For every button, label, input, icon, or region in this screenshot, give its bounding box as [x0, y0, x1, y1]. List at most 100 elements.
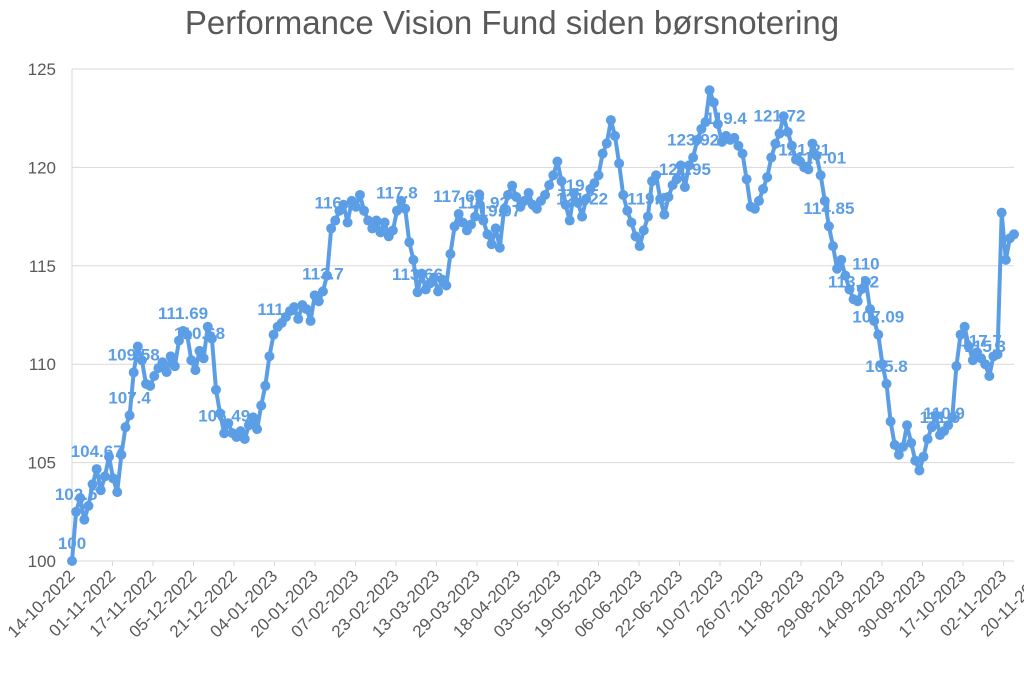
- data-point: [322, 270, 333, 281]
- data-point: [556, 176, 567, 187]
- data-point: [87, 479, 98, 490]
- data-point: [688, 152, 699, 163]
- data-point: [774, 128, 785, 139]
- data-point: [626, 217, 637, 228]
- data-point: [404, 237, 415, 248]
- data-point: [531, 203, 542, 214]
- data-point: [223, 418, 234, 429]
- data-point: [733, 140, 744, 151]
- data-point: [996, 207, 1007, 218]
- data-point: [700, 117, 711, 128]
- data-point: [379, 217, 390, 228]
- data-point: [618, 189, 629, 200]
- data-point: [910, 455, 921, 466]
- data-point: [104, 451, 115, 462]
- data-point: [478, 215, 489, 226]
- data-point: [235, 426, 246, 437]
- data-label: 105.8: [865, 357, 908, 376]
- data-point: [387, 225, 398, 236]
- data-point: [124, 410, 135, 421]
- data-point: [930, 410, 941, 421]
- data-point: [906, 437, 917, 448]
- data-point: [428, 272, 439, 283]
- data-point: [523, 187, 534, 198]
- data-point: [396, 195, 407, 206]
- data-point: [684, 160, 695, 171]
- data-point: [803, 164, 814, 175]
- data-point: [692, 134, 703, 145]
- data-label: 119.4: [705, 109, 747, 128]
- data-point: [544, 180, 555, 191]
- data-label: 121.95: [659, 160, 711, 179]
- data-point: [194, 345, 205, 356]
- data-point: [675, 160, 686, 171]
- data-point: [99, 471, 110, 482]
- data-label: 119.2: [557, 176, 599, 195]
- data-point: [778, 111, 789, 122]
- data-point: [486, 239, 497, 250]
- data-point: [256, 400, 267, 411]
- data-point: [260, 380, 271, 391]
- data-point: [885, 416, 896, 427]
- data-point: [630, 231, 641, 242]
- data-label: 119.07: [470, 201, 521, 220]
- data-point: [400, 203, 411, 214]
- data-point: [433, 286, 444, 297]
- data-point: [264, 351, 275, 362]
- data-point: [326, 223, 337, 234]
- data-point: [836, 254, 847, 265]
- data-point: [832, 263, 843, 274]
- data-point: [330, 215, 341, 226]
- data-point: [75, 493, 86, 504]
- data-point: [173, 335, 184, 346]
- data-point: [412, 287, 423, 298]
- data-label: 121.72: [754, 107, 806, 126]
- data-point: [548, 170, 559, 181]
- data-point: [758, 184, 769, 195]
- data-label: 113.82: [828, 272, 879, 291]
- data-label: 117.01: [795, 148, 846, 167]
- data-point: [457, 217, 468, 228]
- data-point: [807, 138, 818, 149]
- data-label: 123.92: [667, 131, 719, 150]
- data-point: [889, 439, 900, 450]
- data-point: [507, 180, 518, 191]
- y-tick-label: 120: [28, 158, 56, 177]
- data-point: [416, 268, 427, 279]
- data-label: 115.92: [458, 194, 509, 213]
- data-point: [71, 506, 82, 517]
- data-point: [671, 174, 682, 185]
- data-point: [980, 359, 991, 370]
- data-point: [453, 209, 464, 220]
- data-point: [712, 119, 723, 130]
- data-label: 116.9: [314, 194, 356, 213]
- data-point: [305, 315, 316, 326]
- data-label: 121.21: [778, 140, 830, 159]
- data-point: [762, 172, 773, 183]
- data-point: [815, 170, 826, 181]
- data-point: [782, 126, 793, 137]
- data-point: [811, 150, 822, 161]
- data-point: [1009, 229, 1019, 240]
- data-point: [239, 433, 250, 444]
- data-label: 110.68: [174, 324, 225, 343]
- data-point: [708, 97, 719, 108]
- data-label: 117.7: [960, 331, 1002, 350]
- data-point: [926, 422, 937, 433]
- data-point: [243, 420, 254, 431]
- y-tick-label: 100: [28, 552, 56, 571]
- data-point: [108, 473, 119, 484]
- data-label: 102.5: [55, 485, 98, 504]
- data-point: [729, 132, 740, 143]
- data-point: [737, 148, 748, 159]
- y-tick-label: 125: [28, 60, 56, 79]
- data-point: [609, 130, 620, 141]
- data-point: [169, 361, 180, 372]
- data-label: 117.63: [433, 187, 484, 206]
- data-point: [182, 329, 193, 340]
- data-point: [951, 361, 962, 372]
- data-point: [503, 189, 514, 200]
- data-label: 111.69: [158, 304, 208, 323]
- data-point: [955, 329, 966, 340]
